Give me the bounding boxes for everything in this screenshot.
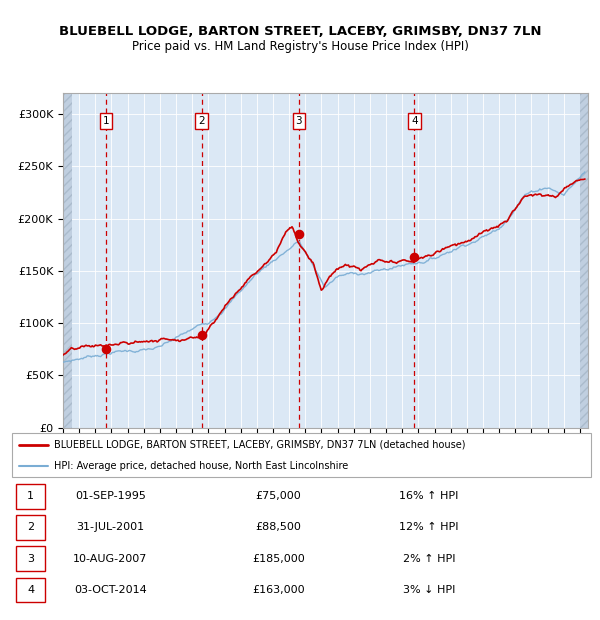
Text: 03-OCT-2014: 03-OCT-2014 — [74, 585, 147, 595]
Point — [197, 330, 206, 340]
Text: 1: 1 — [103, 116, 109, 126]
Text: 1: 1 — [27, 491, 34, 501]
Text: 16% ↑ HPI: 16% ↑ HPI — [399, 491, 458, 501]
Text: BLUEBELL LODGE, BARTON STREET, LACEBY, GRIMSBY, DN37 7LN (detached house): BLUEBELL LODGE, BARTON STREET, LACEBY, G… — [54, 440, 466, 450]
Text: £185,000: £185,000 — [252, 554, 305, 564]
Text: 4: 4 — [411, 116, 418, 126]
FancyBboxPatch shape — [16, 515, 45, 540]
Point — [410, 252, 419, 262]
Text: 3% ↓ HPI: 3% ↓ HPI — [403, 585, 455, 595]
FancyBboxPatch shape — [16, 546, 45, 571]
Text: 31-JUL-2001: 31-JUL-2001 — [76, 523, 145, 533]
Point — [101, 344, 111, 354]
Text: £88,500: £88,500 — [256, 523, 301, 533]
FancyBboxPatch shape — [16, 578, 45, 603]
Text: 4: 4 — [27, 585, 34, 595]
Text: 2: 2 — [27, 523, 34, 533]
Text: 2: 2 — [198, 116, 205, 126]
Text: 3: 3 — [296, 116, 302, 126]
Text: £75,000: £75,000 — [256, 491, 301, 501]
Text: £163,000: £163,000 — [252, 585, 305, 595]
Text: 3: 3 — [27, 554, 34, 564]
Text: 01-SEP-1995: 01-SEP-1995 — [75, 491, 146, 501]
Text: HPI: Average price, detached house, North East Lincolnshire: HPI: Average price, detached house, Nort… — [54, 461, 349, 471]
Text: Price paid vs. HM Land Registry's House Price Index (HPI): Price paid vs. HM Land Registry's House … — [131, 40, 469, 53]
Text: 10-AUG-2007: 10-AUG-2007 — [73, 554, 148, 564]
Point — [294, 229, 304, 239]
Text: 12% ↑ HPI: 12% ↑ HPI — [399, 523, 458, 533]
Text: 2% ↑ HPI: 2% ↑ HPI — [403, 554, 455, 564]
FancyBboxPatch shape — [16, 484, 45, 508]
Text: BLUEBELL LODGE, BARTON STREET, LACEBY, GRIMSBY, DN37 7LN: BLUEBELL LODGE, BARTON STREET, LACEBY, G… — [59, 25, 541, 38]
